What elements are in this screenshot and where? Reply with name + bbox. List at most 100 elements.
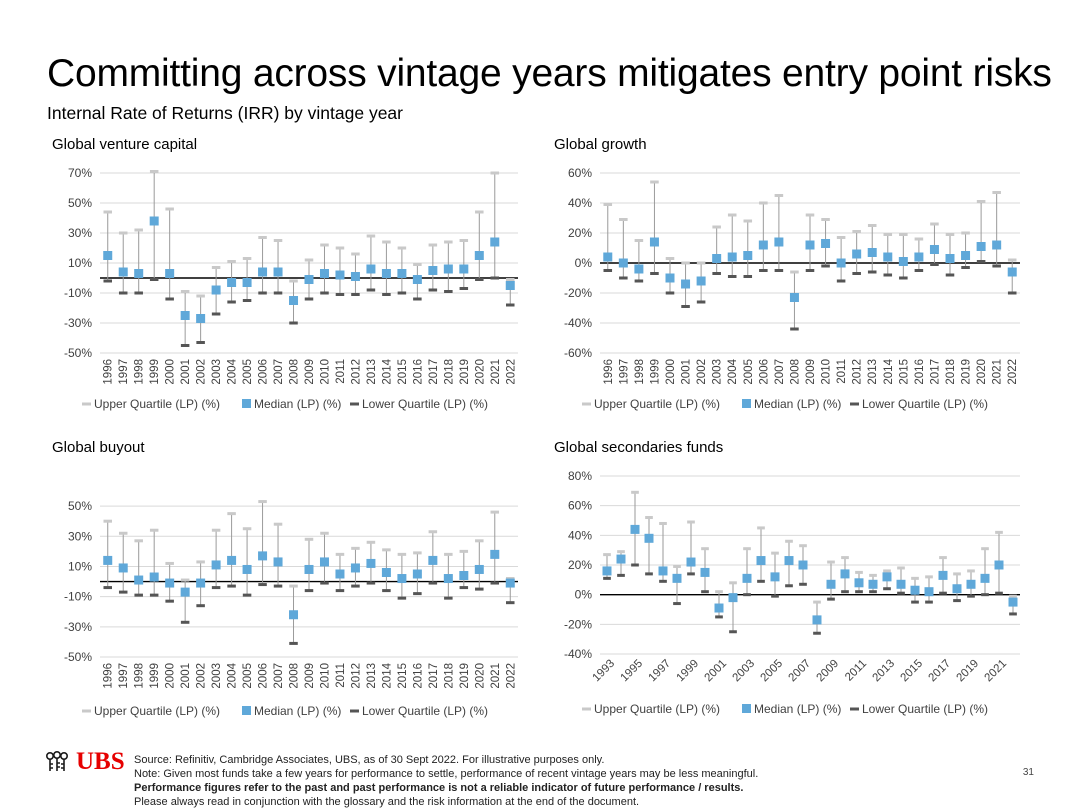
- x-tick-label: 2019: [955, 658, 982, 685]
- median-marker: [770, 572, 780, 582]
- y-tick-label: 40%: [568, 196, 592, 210]
- footer-notes: Source: Refinitiv, Cambridge Associates,…: [134, 753, 758, 809]
- x-tick-label: 1996: [603, 359, 615, 385]
- x-tick-label: 2007: [273, 359, 285, 385]
- chart-title-buyout: Global buyout: [52, 439, 145, 456]
- x-tick-label: 2002: [196, 663, 208, 689]
- median-marker: [712, 254, 722, 263]
- median-marker: [428, 555, 438, 565]
- median-marker: [914, 252, 924, 262]
- x-tick-label: 1997: [618, 359, 630, 385]
- median-marker: [289, 296, 299, 305]
- x-tick-label: 2017: [927, 658, 954, 685]
- median-marker: [649, 237, 659, 247]
- x-tick-label: 2021: [490, 663, 502, 689]
- x-tick-label: 2020: [976, 359, 988, 385]
- x-tick-label: 2017: [428, 359, 440, 385]
- x-tick-label: 2009: [805, 359, 817, 385]
- median-marker: [789, 293, 799, 302]
- median-marker: [603, 252, 613, 262]
- x-tick-label: 2004: [227, 662, 239, 688]
- median-marker: [840, 569, 850, 579]
- median-marker: [149, 572, 159, 582]
- x-tick-label: 2015: [899, 658, 926, 685]
- median-marker: [898, 257, 908, 266]
- median-marker: [784, 556, 794, 566]
- x-tick-label: 1998: [134, 359, 146, 385]
- median-marker: [412, 275, 422, 284]
- median-marker: [883, 252, 893, 262]
- x-tick-label: 2011: [335, 359, 347, 384]
- chart-title-venture-capital: Global venture capital: [52, 136, 198, 153]
- x-tick-label: 2016: [412, 359, 424, 385]
- x-tick-label: 2013: [366, 663, 378, 689]
- x-tick-label: 2019: [459, 663, 471, 689]
- footer-glossary: Please always read in conjunction with t…: [134, 796, 640, 808]
- median-marker: [366, 264, 376, 274]
- x-tick-label: 2011: [836, 359, 848, 384]
- x-tick-label: 1999: [149, 359, 161, 385]
- median-marker: [867, 248, 877, 257]
- legend-lower-label: Lower Quartile (LP) (%): [862, 702, 988, 716]
- x-tick-label: 2004: [727, 358, 739, 384]
- x-tick-label: 1997: [118, 663, 130, 689]
- median-marker: [882, 572, 892, 582]
- x-tick-label: 2009: [815, 658, 842, 685]
- median-marker: [854, 578, 864, 588]
- x-tick-label: 2022: [505, 663, 517, 689]
- median-marker: [910, 585, 920, 595]
- x-tick-label: 2016: [914, 359, 926, 385]
- chart-buyout: -50% -30% -10% 10% 30% 50% 1996 1997 1998 1999 200…: [64, 499, 518, 718]
- x-tick-label: 2001: [180, 663, 192, 689]
- median-marker: [976, 242, 986, 251]
- x-tick-label: 2002: [196, 359, 208, 385]
- median-marker: [618, 258, 628, 268]
- median-marker: [490, 549, 500, 559]
- x-tick-label: 2009: [304, 663, 316, 689]
- y-tick-label: -40%: [564, 316, 592, 330]
- footer-source: Source: Refinitiv, Cambridge Associates,…: [134, 754, 605, 766]
- median-marker: [180, 587, 190, 597]
- median-marker: [350, 563, 360, 573]
- y-tick-label: 40%: [568, 528, 592, 542]
- median-marker: [165, 269, 175, 278]
- x-tick-label: 2022: [1007, 359, 1019, 385]
- x-tick-label: 1996: [103, 663, 115, 689]
- legend-median-label: Median (LP) (%): [754, 397, 841, 411]
- median-marker: [505, 578, 515, 588]
- y-tick-label: -20%: [564, 286, 592, 300]
- median-marker: [258, 267, 268, 277]
- median-marker: [443, 264, 453, 274]
- y-tick-label: 10%: [68, 256, 92, 270]
- x-tick-label: 2022: [505, 359, 517, 385]
- median-marker: [335, 270, 345, 280]
- median-marker: [350, 272, 360, 281]
- x-tick-label: 1993: [591, 658, 618, 685]
- x-tick-label: 2000: [165, 663, 177, 689]
- y-tick-label: -40%: [564, 647, 592, 661]
- median-marker: [658, 566, 668, 576]
- median-marker: [644, 533, 654, 543]
- median-marker: [134, 575, 144, 585]
- x-tick-label: 2013: [867, 359, 879, 385]
- x-tick-label: 2015: [397, 663, 409, 689]
- legend-median-label: Median (LP) (%): [254, 397, 341, 411]
- median-marker: [742, 573, 752, 583]
- x-tick-label: 2015: [898, 359, 910, 385]
- x-tick-label: 2014: [883, 358, 895, 384]
- legend-median-swatch: [742, 399, 751, 408]
- median-marker: [758, 240, 768, 250]
- median-marker: [924, 587, 934, 597]
- median-marker: [896, 579, 906, 589]
- legend-median-swatch: [742, 704, 751, 713]
- x-tick-label: 2000: [665, 359, 677, 385]
- median-marker: [459, 571, 469, 581]
- median-marker: [714, 603, 724, 613]
- x-tick-label: 2006: [258, 359, 270, 385]
- median-marker: [118, 267, 128, 277]
- median-marker: [630, 524, 640, 534]
- y-tick-label: -60%: [564, 346, 592, 360]
- median-marker: [103, 555, 113, 565]
- x-tick-label: 2021: [490, 359, 502, 385]
- x-tick-label: 2010: [821, 359, 833, 385]
